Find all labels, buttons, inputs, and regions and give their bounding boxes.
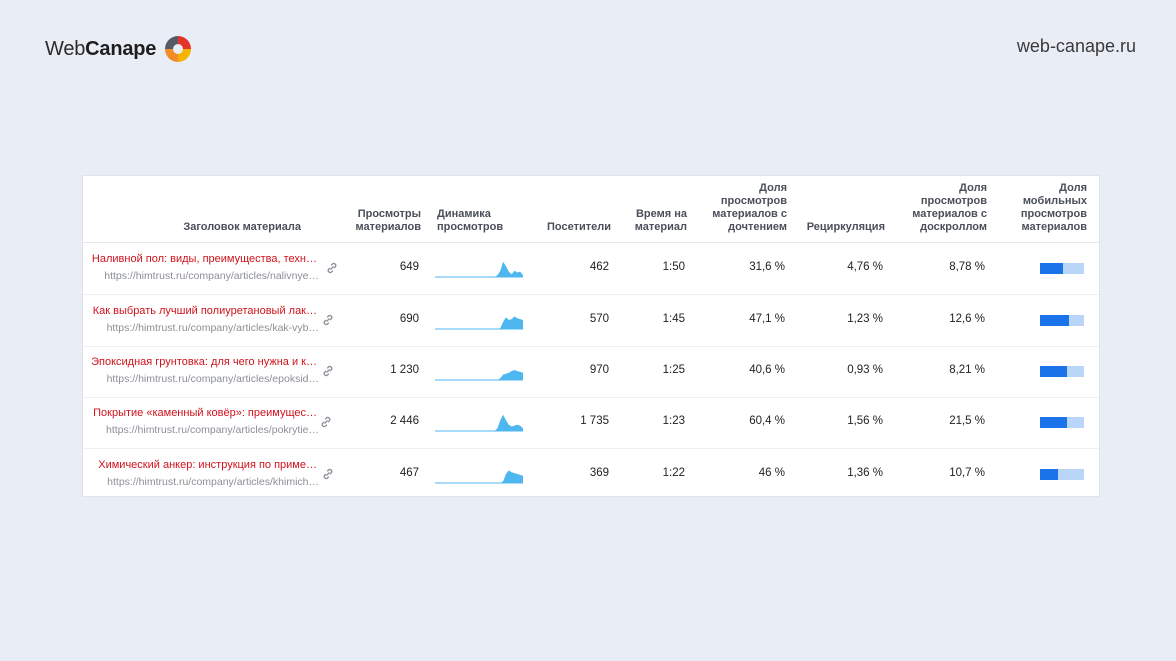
brand-logo: WebCanape — [45, 33, 194, 65]
mobile-share-fill — [1040, 417, 1068, 428]
scroll-share-value: 8,21 % — [949, 364, 985, 376]
sparkline-area — [435, 414, 523, 431]
scroll-share-value: 12,6 % — [949, 313, 985, 325]
report-table: Заголовок материала Просмотры материалов… — [82, 175, 1100, 497]
views-value: 2 446 — [390, 415, 419, 427]
table-row: Эпоксидная грунтовка: для чего нужна и к… — [83, 346, 1099, 398]
mobile-share-bar — [1040, 366, 1084, 377]
sparkline-area — [435, 261, 523, 277]
external-link-icon[interactable] — [321, 467, 335, 481]
views-sparkline — [435, 261, 523, 278]
article-url: https://himtrust.ru/company/articles/khi… — [107, 476, 319, 488]
site-url: web-canape.ru — [1016, 36, 1136, 56]
visitors-value: 1 735 — [580, 415, 609, 427]
article-title-link[interactable]: Покрытие «каменный ковёр»: преимущес… — [93, 407, 317, 419]
brand-swirl-icon — [165, 36, 192, 62]
views-value: 1 230 — [390, 364, 419, 376]
visitors-value: 462 — [589, 261, 609, 273]
mobile-share-bar — [1040, 263, 1084, 274]
mobile-share-bar — [1040, 469, 1084, 480]
views-sparkline — [435, 470, 523, 484]
recirculation-value: 0,93 % — [847, 364, 883, 376]
header-dynamics[interactable]: Динамика просмотров — [437, 208, 504, 233]
time-value: 1:25 — [662, 364, 685, 376]
scroll-share-value: 10,7 % — [949, 467, 985, 479]
recirculation-value: 1,23 % — [847, 313, 883, 325]
views-sparkline — [435, 414, 523, 432]
time-value: 1:50 — [662, 261, 685, 273]
article-title-link[interactable]: Наливной пол: виды, преимущества, техн… — [91, 253, 317, 265]
article-url: https://himtrust.ru/company/articles/pok… — [106, 424, 319, 436]
header-recirculation[interactable]: Рециркуляция — [806, 221, 885, 233]
article-title-link[interactable]: Химический анкер: инструкция по приме… — [98, 459, 317, 471]
read-share-value: 60,4 % — [749, 415, 785, 427]
read-share-value: 46 % — [758, 467, 785, 479]
table-row: Наливной пол: виды, преимущества, техн… … — [83, 243, 1099, 295]
article-title-link[interactable]: Эпоксидная грунтовка: для чего нужна и к… — [91, 356, 317, 368]
visitors-value: 970 — [589, 364, 609, 376]
mobile-share-fill — [1040, 469, 1059, 480]
read-share-value: 47,1 % — [749, 313, 785, 325]
mobile-share-fill — [1040, 315, 1070, 326]
views-value: 467 — [399, 467, 419, 479]
header-title[interactable]: Заголовок материала — [183, 221, 301, 233]
mobile-share-fill — [1040, 263, 1063, 274]
recirculation-value: 4,76 % — [847, 261, 883, 273]
scroll-share-value: 8,78 % — [949, 261, 985, 273]
header-scroll-share[interactable]: Доля просмотров материалов с доскроллом — [912, 182, 987, 233]
article-url: https://himtrust.ru/company/articles/kak… — [106, 322, 319, 334]
external-link-icon[interactable] — [321, 313, 335, 327]
table-row: Химический анкер: инструкция по приме… h… — [83, 449, 1099, 500]
visitors-value: 369 — [589, 467, 609, 479]
read-share-value: 40,6 % — [749, 364, 785, 376]
visitors-value: 570 — [589, 313, 609, 325]
header-time[interactable]: Время на материал — [634, 208, 687, 233]
views-value: 649 — [399, 261, 419, 273]
time-value: 1:45 — [662, 313, 685, 325]
table-header-row: Заголовок материала Просмотры материалов… — [83, 176, 1099, 243]
views-value: 690 — [399, 313, 419, 325]
time-value: 1:22 — [662, 467, 685, 479]
article-title-link[interactable]: Как выбрать лучший полиуретановый лак… — [92, 305, 317, 317]
header-read-share[interactable]: Доля просмотров материалов с дочтением — [712, 182, 787, 233]
sparkline-area — [435, 316, 523, 329]
external-link-icon[interactable] — [319, 415, 333, 429]
sparkline-area — [435, 370, 523, 380]
table-row: Покрытие «каменный ковёр»: преимущес… ht… — [83, 397, 1099, 449]
external-link-icon[interactable] — [321, 364, 335, 378]
sparkline-area — [435, 470, 523, 483]
article-url: https://himtrust.ru/company/articles/epo… — [106, 373, 319, 385]
external-link-icon[interactable] — [325, 261, 339, 275]
views-sparkline — [435, 316, 523, 330]
table-row: Как выбрать лучший полиуретановый лак… h… — [83, 295, 1099, 347]
header-mobile-share[interactable]: Доля мобильных просмотров материалов — [1020, 182, 1087, 233]
brand-wordmark: WebCanape — [45, 37, 157, 60]
time-value: 1:23 — [662, 415, 685, 427]
scroll-share-value: 21,5 % — [949, 415, 985, 427]
mobile-share-fill — [1040, 366, 1068, 377]
mobile-share-bar — [1040, 315, 1084, 326]
header-visitors[interactable]: Посетители — [547, 221, 611, 233]
header-views[interactable]: Просмотры материалов — [355, 208, 421, 233]
read-share-value: 31,6 % — [749, 261, 785, 273]
recirculation-value: 1,56 % — [847, 415, 883, 427]
views-sparkline — [435, 370, 523, 381]
mobile-share-bar — [1040, 417, 1084, 428]
recirculation-value: 1,36 % — [847, 467, 883, 479]
article-url: https://himtrust.ru/company/articles/nal… — [104, 270, 319, 282]
